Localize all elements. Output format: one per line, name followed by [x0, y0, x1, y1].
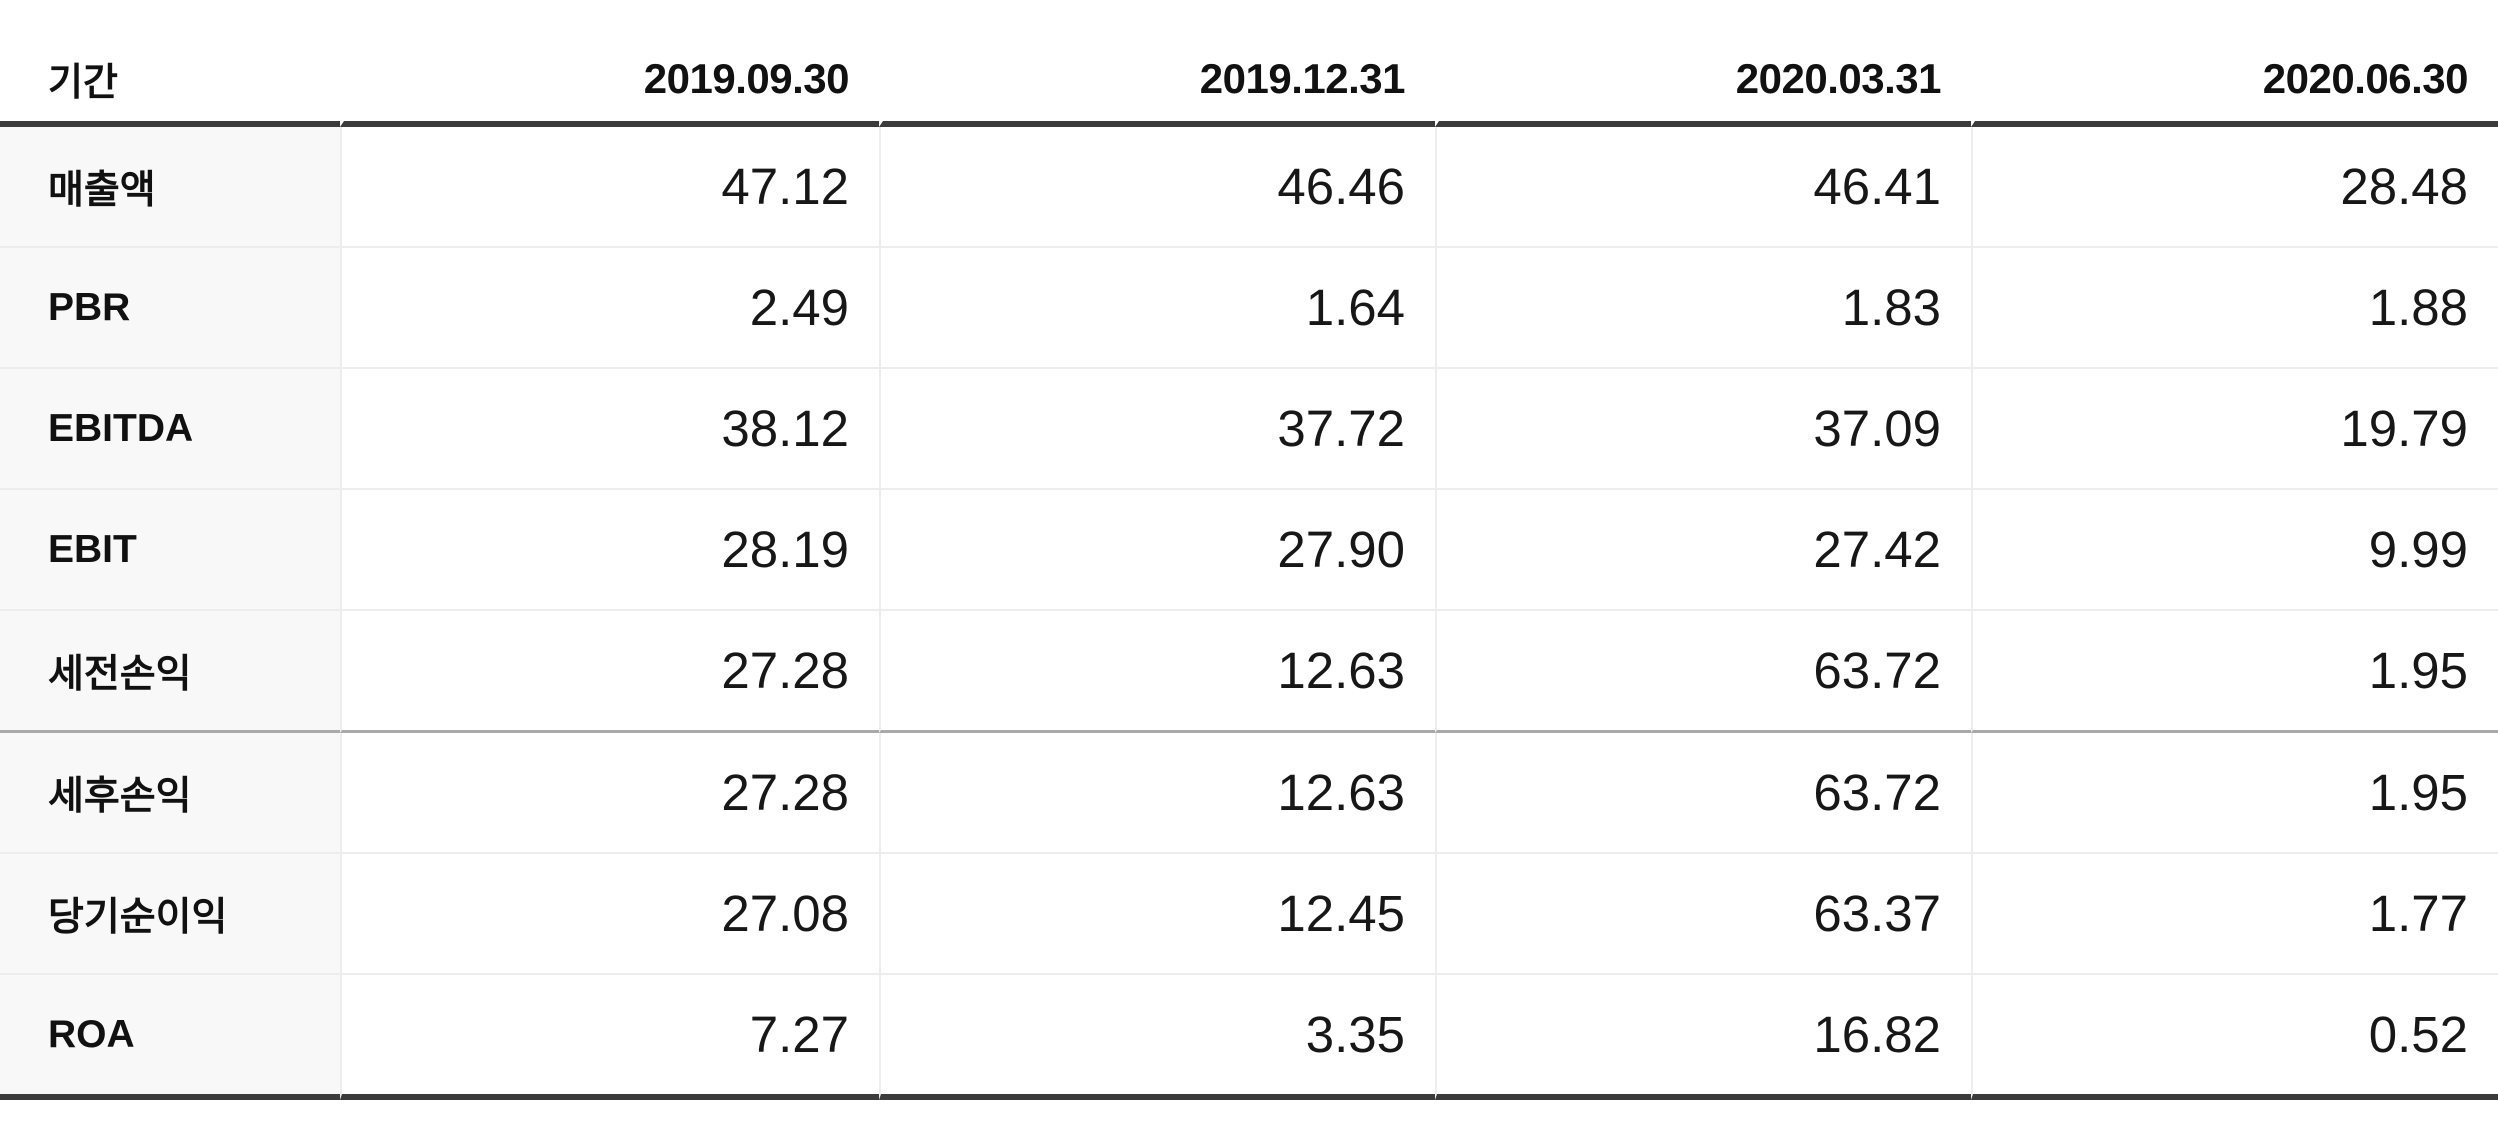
table-row-roa: ROA 7.27 3.35 16.82 0.52: [0, 975, 2498, 1100]
cell-value: 12.45: [879, 854, 1435, 975]
cell-value: 38.12: [340, 369, 879, 490]
cell-value: 28.19: [340, 490, 879, 611]
row-label: 세후손익: [0, 733, 340, 854]
cell-value: 27.42: [1435, 490, 1971, 611]
cell-value: 0.52: [1971, 975, 2498, 1100]
cell-value: 63.72: [1435, 733, 1971, 854]
period-column-header-4: 2020.06.30: [1971, 0, 2498, 127]
cell-value: 9.99: [1971, 490, 2498, 611]
cell-value: 27.28: [340, 733, 879, 854]
cell-value: 27.28: [340, 611, 879, 733]
row-label: 세전손익: [0, 611, 340, 733]
row-label: 당기순이익: [0, 854, 340, 975]
cell-value: 63.37: [1435, 854, 1971, 975]
cell-value: 19.79: [1971, 369, 2498, 490]
table-row-pbr: PBR 2.49 1.64 1.83 1.88: [0, 248, 2498, 369]
table-row-ebit: EBIT 28.19 27.90 27.42 9.99: [0, 490, 2498, 611]
cell-value: 47.12: [340, 127, 879, 248]
table-row-aftertax-income: 세후손익 27.28 12.63 63.72 1.95: [0, 733, 2498, 854]
period-column-header-1: 2019.09.30: [340, 0, 879, 127]
row-label: ROA: [0, 975, 340, 1100]
cell-value: 2.49: [340, 248, 879, 369]
cell-value: 37.72: [879, 369, 1435, 490]
cell-value: 27.08: [340, 854, 879, 975]
cell-value: 16.82: [1435, 975, 1971, 1100]
cell-value: 1.88: [1971, 248, 2498, 369]
table-row-ebitda: EBITDA 38.12 37.72 37.09 19.79: [0, 369, 2498, 490]
cell-value: 46.41: [1435, 127, 1971, 248]
cell-value: 1.77: [1971, 854, 2498, 975]
period-label-header: 기간: [0, 0, 340, 127]
table-row-revenue: 매출액 47.12 46.46 46.41 28.48: [0, 127, 2498, 248]
row-label: EBIT: [0, 490, 340, 611]
cell-value: 1.64: [879, 248, 1435, 369]
cell-value: 28.48: [1971, 127, 2498, 248]
cell-value: 46.46: [879, 127, 1435, 248]
cell-value: 1.95: [1971, 611, 2498, 733]
cell-value: 1.95: [1971, 733, 2498, 854]
row-label: EBITDA: [0, 369, 340, 490]
cell-value: 7.27: [340, 975, 879, 1100]
cell-value: 37.09: [1435, 369, 1971, 490]
table-body: 매출액 47.12 46.46 46.41 28.48 PBR 2.49 1.6…: [0, 127, 2498, 1100]
cell-value: 12.63: [879, 611, 1435, 733]
period-column-header-2: 2019.12.31: [879, 0, 1435, 127]
row-label: PBR: [0, 248, 340, 369]
cell-value: 1.83: [1435, 248, 1971, 369]
financial-metrics-table: 기간 2019.09.30 2019.12.31 2020.03.31 2020…: [0, 0, 2498, 1100]
row-label: 매출액: [0, 127, 340, 248]
table-row-net-income: 당기순이익 27.08 12.45 63.37 1.77: [0, 854, 2498, 975]
cell-value: 63.72: [1435, 611, 1971, 733]
period-column-header-3: 2020.03.31: [1435, 0, 1971, 127]
cell-value: 27.90: [879, 490, 1435, 611]
table-header: 기간 2019.09.30 2019.12.31 2020.03.31 2020…: [0, 0, 2498, 127]
cell-value: 12.63: [879, 733, 1435, 854]
cell-value: 3.35: [879, 975, 1435, 1100]
header-row: 기간 2019.09.30 2019.12.31 2020.03.31 2020…: [0, 0, 2498, 127]
table-row-pretax-income: 세전손익 27.28 12.63 63.72 1.95: [0, 611, 2498, 733]
